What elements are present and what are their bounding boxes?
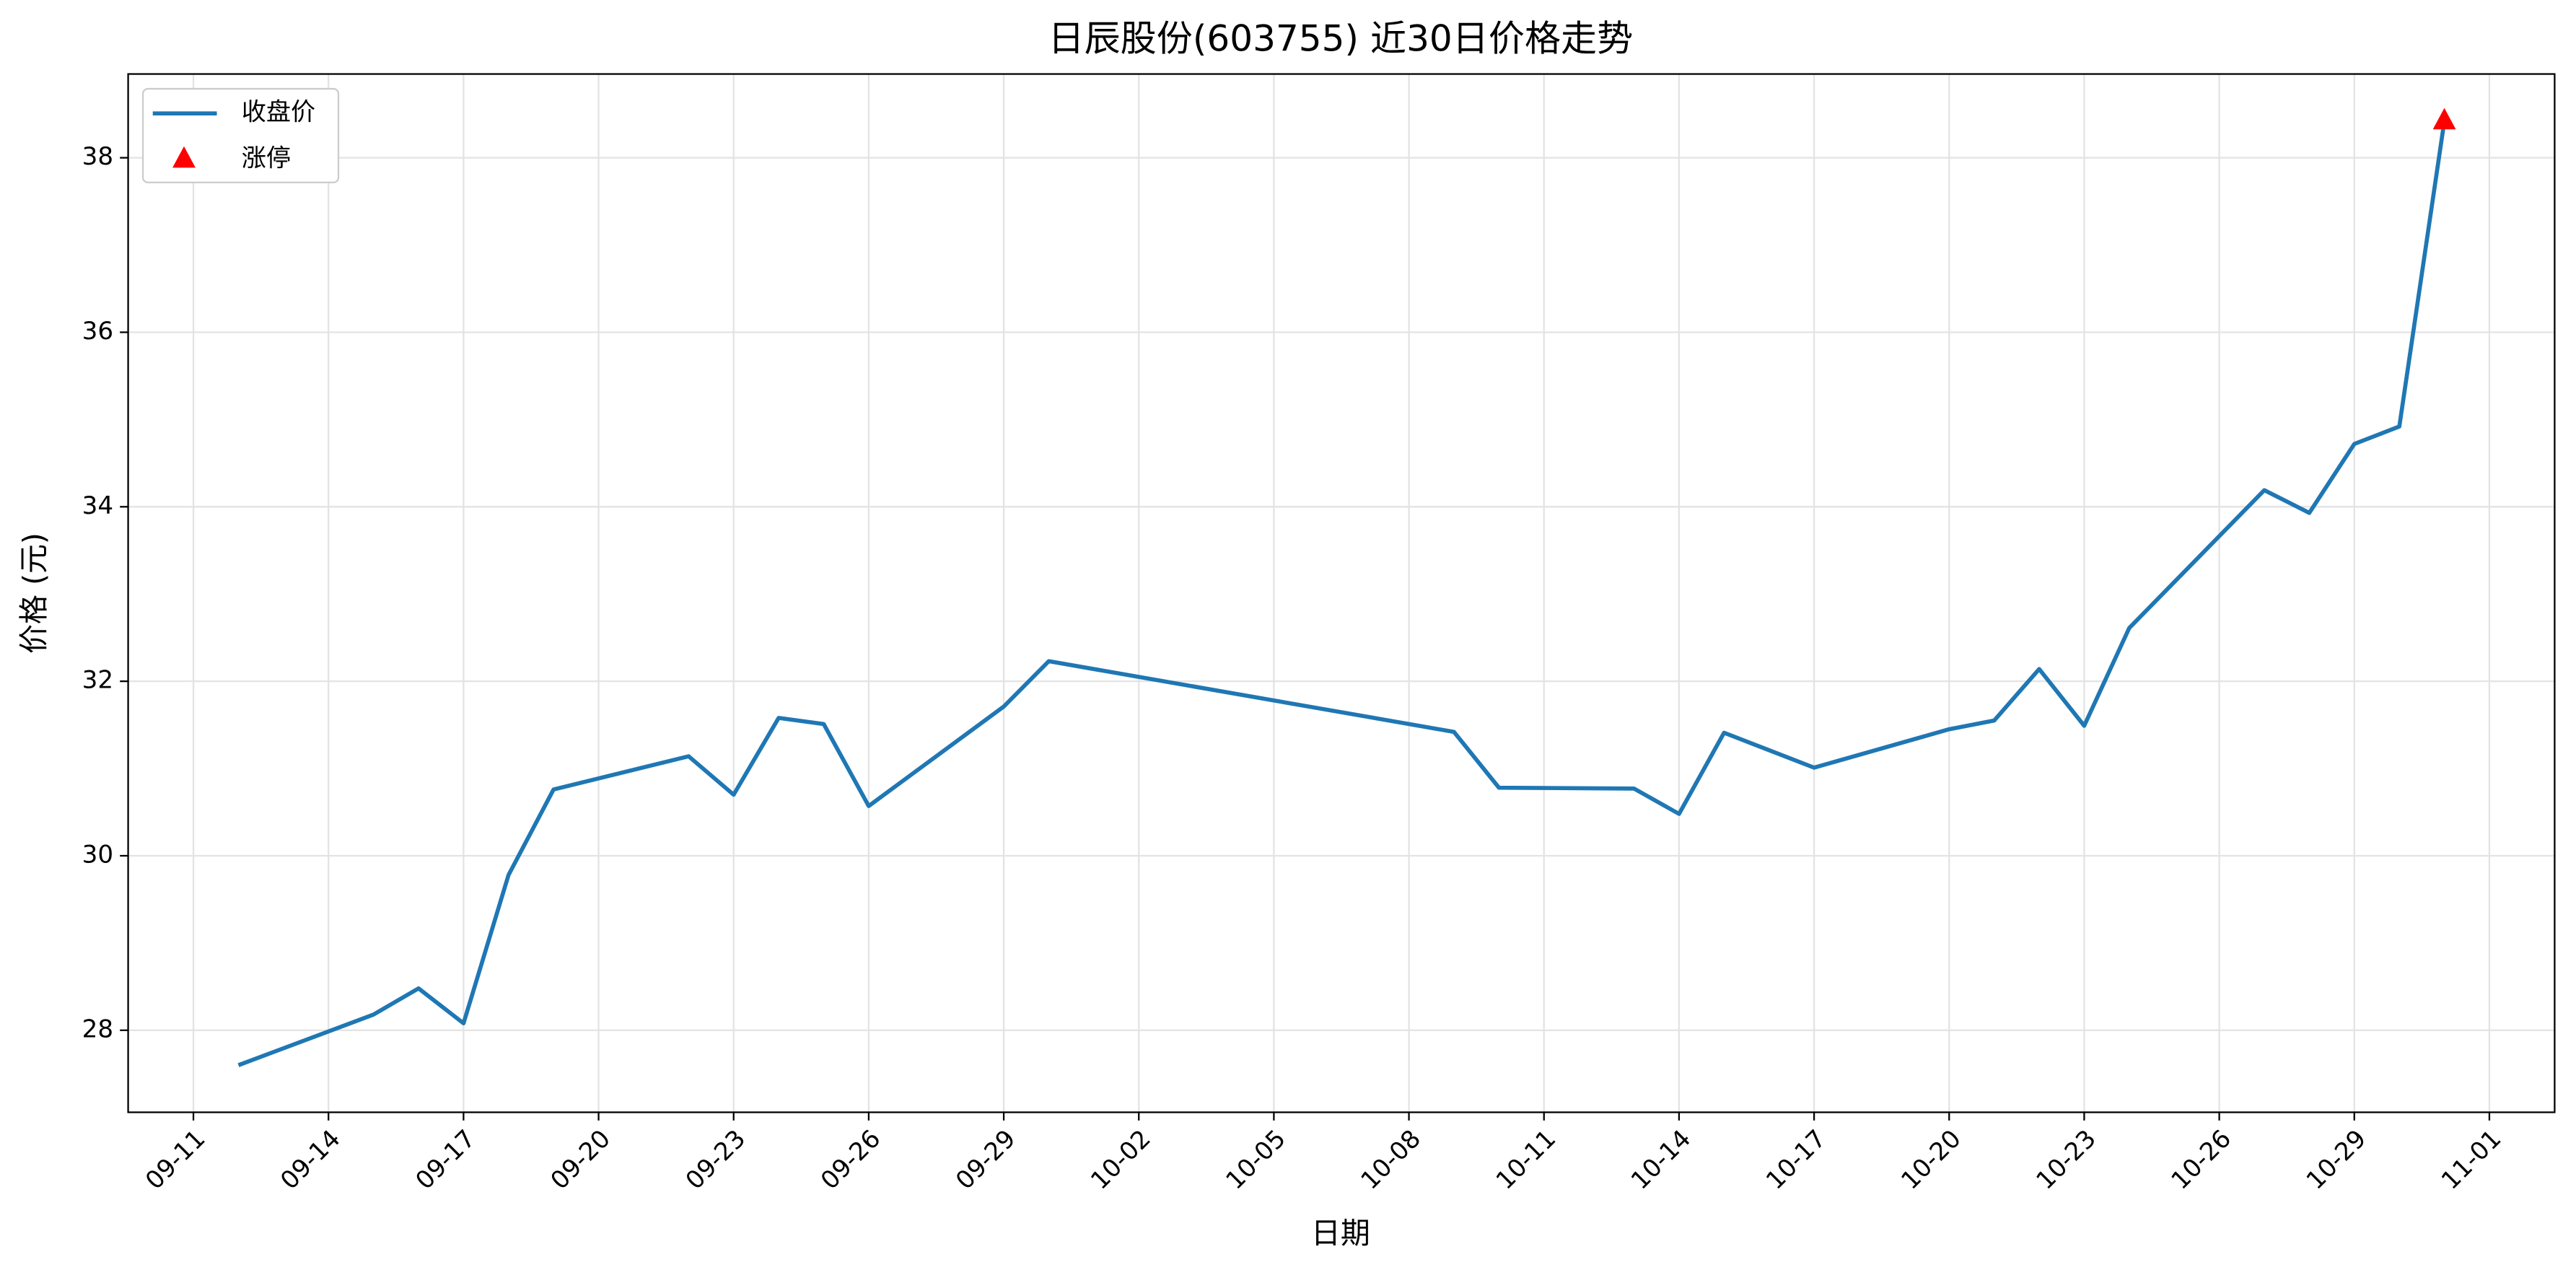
y-tick-label: 34 bbox=[82, 491, 113, 520]
limit-up-marker bbox=[2432, 108, 2456, 130]
y-tick-label: 32 bbox=[82, 666, 113, 695]
y-axis-label: 价格 (元) bbox=[17, 533, 51, 654]
plot-frame bbox=[127, 73, 2556, 1113]
legend-label: 收盘价 bbox=[242, 98, 315, 127]
price-line bbox=[237, 121, 2447, 1067]
y-tick-label: 28 bbox=[82, 1015, 113, 1043]
chart-title: 日辰股份(603755) 近30日价格走势 bbox=[1048, 18, 1634, 60]
x-axis-label: 日期 bbox=[1311, 1216, 1370, 1250]
legend-swatch bbox=[172, 146, 196, 168]
legend-label: 涨停 bbox=[242, 144, 291, 172]
y-tick-label: 36 bbox=[82, 317, 113, 346]
y-tick-label: 38 bbox=[82, 142, 113, 171]
y-tick-label: 30 bbox=[82, 840, 113, 869]
